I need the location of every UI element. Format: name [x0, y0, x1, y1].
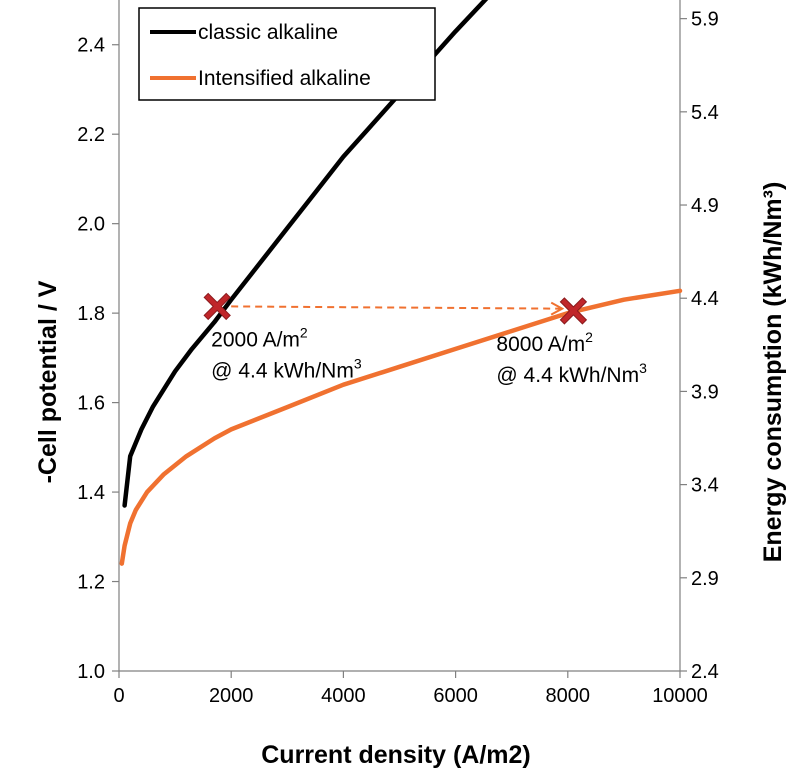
legend: classic alkaline Intensified alkaline: [138, 7, 436, 101]
x-tick-label: 2000: [209, 685, 254, 707]
y2-axis-title: Energy consumption (kWh/Nm³): [759, 182, 787, 563]
y2-tick-label: 4.9: [691, 195, 719, 217]
annotation-superscript: 3: [354, 355, 362, 371]
annotation-superscript: 2: [300, 324, 308, 340]
x-tick-label: 8000: [546, 685, 591, 707]
annotation-text: @ 4.4 kWh/Nm: [211, 359, 354, 382]
legend-label-intensified: Intensified alkaline: [198, 67, 371, 90]
series-line-intensified: [119, 288, 683, 566]
y2-tick-label: 2.4: [691, 661, 719, 683]
y2-tick-label: 4.4: [691, 288, 719, 310]
annotation-label-1-line2: @ 4.4 kWh/Nm3: [211, 355, 362, 382]
y-tick-label: 2.4: [77, 35, 105, 57]
y-tick-label: 1.8: [77, 303, 105, 325]
y-tick-label: 1.0: [77, 661, 105, 683]
legend-label-classic: classic alkaline: [198, 21, 338, 44]
tick-labels: 0 2000 4000 6000 8000 10000 1.0 1.2 1.4 1.6 1.8 2.0…: [77, 9, 719, 707]
y-tick-label: 2.0: [77, 214, 105, 236]
y2-tick-label: 3.4: [691, 475, 719, 497]
x-axis-title: Current density (A/m2): [261, 741, 530, 769]
y-axis-title: -Cell potential / V: [34, 280, 62, 483]
x-tick-label: 0: [113, 685, 124, 707]
y2-tick-label: 5.9: [691, 9, 719, 31]
annotation-text: 2000 A/m: [211, 328, 300, 351]
y-tick-label: 1.4: [77, 482, 105, 504]
x-marker-1: [203, 292, 231, 321]
annotation-label-1-line1: 2000 A/m2: [211, 324, 308, 351]
annotation-text: @ 4.4 kWh/Nm: [496, 364, 639, 387]
x-marker-2: [559, 297, 588, 325]
axes: [112, 0, 687, 678]
y-tick-label: 1.2: [77, 572, 105, 594]
x-tick-label: 6000: [433, 685, 478, 707]
annotation-superscript: 2: [585, 329, 593, 345]
annotation-label-2-line1: 8000 A/m2: [496, 329, 593, 356]
y-tick-label: 1.6: [77, 393, 105, 415]
x-tick-label: 4000: [321, 685, 366, 707]
legend-box: [138, 7, 436, 101]
annotation-text: 8000 A/m: [496, 333, 585, 356]
dashed-arrow: [231, 306, 562, 308]
annotation-superscript: 3: [639, 360, 647, 376]
y2-tick-label: 5.4: [691, 102, 719, 124]
x-tick-label: 10000: [652, 685, 708, 707]
y2-tick-label: 2.9: [691, 568, 719, 590]
y-tick-label: 2.2: [77, 124, 105, 146]
y2-tick-label: 3.9: [691, 381, 719, 403]
annotation-label-2-line2: @ 4.4 kWh/Nm3: [496, 360, 647, 387]
